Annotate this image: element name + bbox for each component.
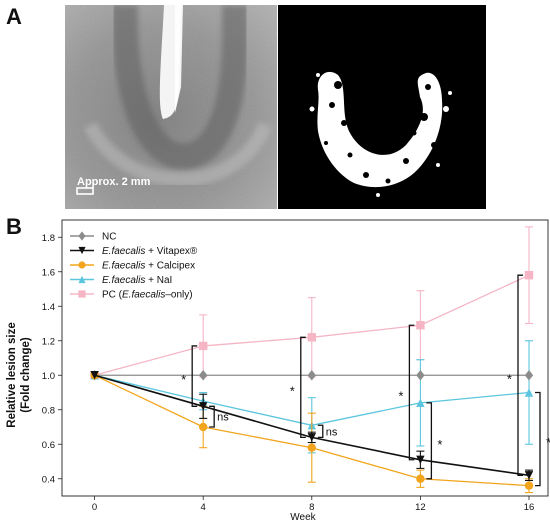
legend-label-vitapex: E.faecalis + Vitapex® [102,246,198,257]
legend-marker-nc [78,231,86,241]
point-pc-1 [198,341,208,351]
legend: NC E.faecalis + Vitapex® E.faecalis + Calc… [70,231,198,301]
legend-marker-pc [78,290,86,298]
x-tick-label-4: 16 [524,502,535,513]
point-nai-3 [416,398,425,408]
point-pc-2 [307,333,316,342]
y-tick-label-3: 1.0 [42,371,55,382]
y-axis: 0.4 0.6 0.8 1.0 1.2 1.4 1.6 1.8 [42,233,62,485]
significance-brackets: * ns * ns * * * * [181,274,550,487]
point-vitapex-0 [90,371,99,380]
point-nc-2 [307,370,316,381]
legend-item-calcipex: E.faecalis + Calcipex [70,261,195,272]
panel-b-chart: 0.40.60.81.01.21.41.61.8 0 4 8 12 16 *ns*ns*… [6,219,550,523]
point-calcipex-2 [307,443,316,452]
legend-label-nc: NC [102,232,116,243]
panel-b-letter: B [6,214,22,239]
legend-label-calcipex: E.faecalis + Calcipex [102,261,195,272]
scale-bar-label: Approx. 2 mm [77,176,151,188]
y-tick-label-5: 1.4 [42,302,55,313]
y-tick-label-0: 0.4 [42,474,55,485]
panel-a-letter: A [6,4,22,29]
point-nc-3 [416,370,425,381]
bracket-label-0: * [181,372,186,387]
x-tick-label-0: 0 [92,502,97,513]
bracket-label-7: * [546,435,550,450]
legend-item-pc: PC (E.faecalis–only) [70,290,193,301]
y-tick-label-2: 0.8 [42,405,55,416]
bracket-label-6: * [507,371,512,386]
legend-item-vitapex: E.faecalis + Vitapex® [70,246,198,257]
y-tick-label-1: 0.6 [42,440,55,451]
point-vitapex-4 [524,471,534,480]
radiograph-image: Approx. 2 mm [65,5,277,209]
point-nai-4 [524,388,534,397]
legend-item-nai: E.faecalis + NaI [70,275,172,286]
point-vitapex-1 [198,402,208,411]
y-tick-label-7: 1.8 [42,233,55,244]
point-vitapex-3 [416,455,425,464]
x-tick-label-3: 12 [415,502,426,513]
binary-mask-image [278,5,486,209]
point-pc-4 [524,271,534,280]
legend-item-nc: NC [70,231,116,243]
series-nc [90,370,534,381]
bracket-1 [209,405,215,428]
bracket-label-4: * [398,389,403,404]
series-layer [90,226,534,494]
x-axis: 0 4 8 12 16 [92,496,534,513]
point-nc-1 [198,370,208,381]
scale-bar [76,187,94,195]
bracket-0 [191,345,198,407]
bracket-2 [300,336,306,438]
x-axis-label: Week [290,512,316,523]
point-nc-4 [524,370,534,381]
bracket-label-2: * [290,383,295,398]
y-axis-label: Relative lesion size (Fold change) [6,322,32,427]
y-tick-label-4: 1.2 [42,336,55,347]
point-calcipex-1 [198,422,208,432]
x-tick-label-2: 8 [309,502,314,513]
legend-marker-nai [78,275,86,284]
bracket-label-1: ns [217,412,229,424]
bracket-5 [426,402,433,480]
legend-label-nai: E.faecalis + NaI [102,275,172,286]
legend-marker-calcipex [78,261,86,269]
x-tick-label-1: 4 [201,502,206,513]
point-calcipex-3 [416,474,425,483]
bracket-4 [408,324,415,461]
bracket-6 [517,274,523,476]
bracket-3 [317,424,324,438]
series-vitapex [90,371,534,482]
point-vitapex-2 [307,433,316,442]
legend-label-pc: PC (E.faecalis–only) [102,290,193,301]
bracket-label-3: ns [326,426,338,438]
y-tick-label-6: 1.6 [42,267,55,278]
plot-border [61,219,549,497]
point-pc-3 [416,321,425,330]
bracket-label-5: * [437,437,442,452]
point-calcipex-4 [524,481,534,490]
y-axis-label-line1: Relative lesion size [6,322,18,427]
bracket-7 [534,391,541,487]
legend-marker-vitapex [78,246,86,255]
panel-a-images: Approx. 2 mm [65,5,486,209]
plot-area [61,219,549,497]
y-axis-label-line2: (Fold change) [20,337,32,413]
